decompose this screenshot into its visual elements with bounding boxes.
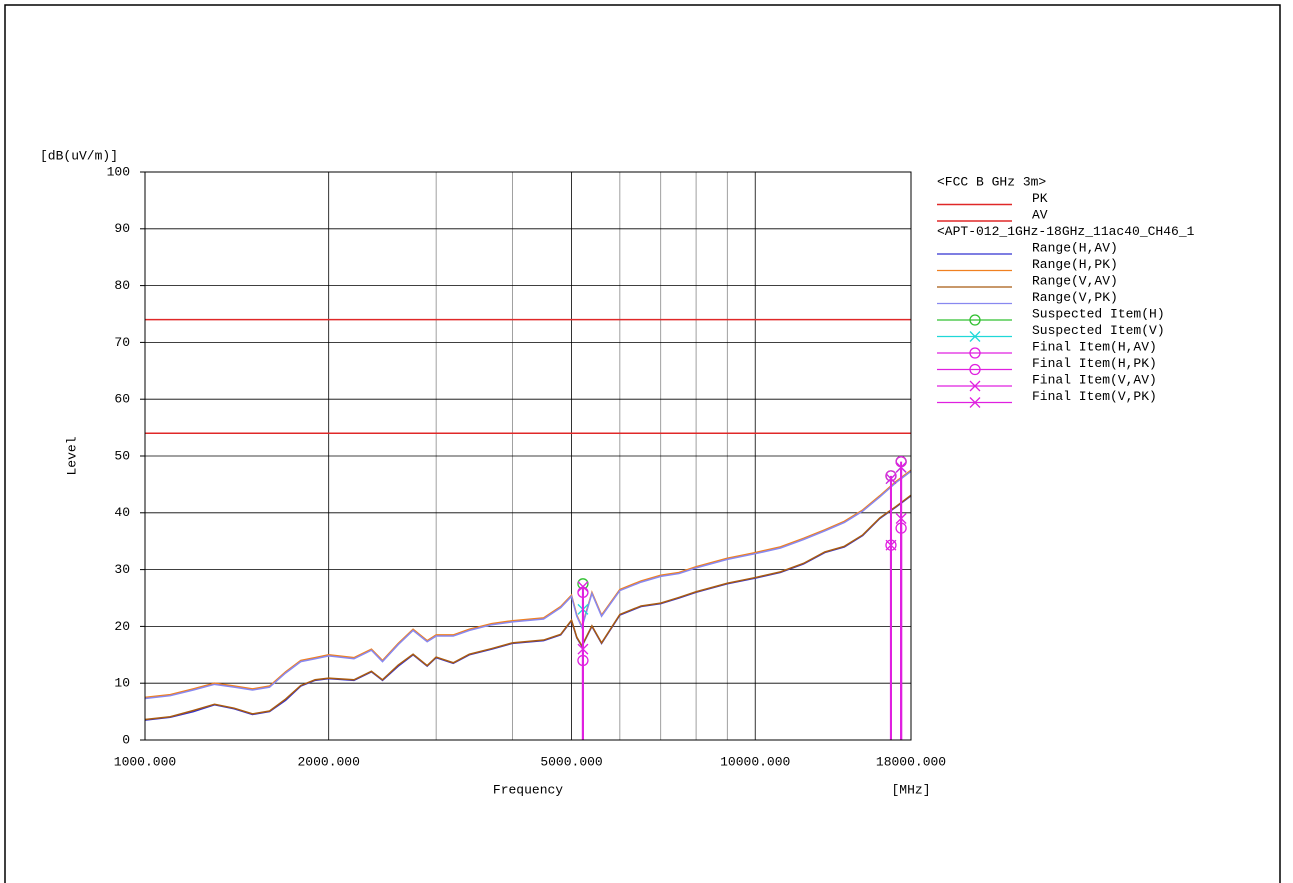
y-tick-label: 30	[114, 562, 130, 577]
range-trace	[144, 495, 912, 721]
legend-label: PK	[1032, 191, 1048, 206]
x-axis-label: Frequency	[493, 782, 563, 797]
y-tick-label: 60	[114, 392, 130, 407]
legend-symbol	[969, 331, 981, 342]
x-tick-label: 1000.000	[114, 754, 176, 769]
plot-border	[144, 171, 912, 741]
legend-label: Suspected Item(H)	[1032, 306, 1165, 321]
legend-label: Final Item(V,AV)	[1032, 372, 1157, 387]
legend-label: Range(H,AV)	[1032, 240, 1118, 255]
legend-group: <APT-012_1GHz-18GHz_11ac40_CH46_1	[937, 224, 1195, 239]
legend-label: Final Item(H,PK)	[1032, 356, 1157, 371]
legend-label: Range(V,PK)	[1032, 290, 1118, 305]
legend-group: <FCC B GHz 3m>	[937, 174, 1046, 189]
x-unit: [MHz]	[891, 782, 930, 797]
legend-symbol	[969, 363, 981, 376]
legend-label: Range(H,PK)	[1032, 257, 1118, 272]
legend-symbol	[969, 347, 981, 359]
legend-label: AV	[1032, 207, 1048, 222]
legend-label: Suspected Item(V)	[1032, 323, 1165, 338]
y-axis-label: Level	[64, 436, 79, 475]
y-tick-label: 90	[114, 221, 130, 236]
x-tick-label: 18000.000	[876, 754, 946, 769]
legend-label: Range(V,AV)	[1032, 273, 1118, 288]
y-tick-label: 70	[114, 335, 130, 350]
y-unit: [dB(uV/m)]	[40, 148, 118, 163]
legend-symbol	[969, 380, 981, 392]
legend-symbol	[969, 314, 981, 326]
y-tick-label: 100	[107, 164, 130, 179]
marker	[895, 461, 907, 473]
x-tick-label: 2000.000	[297, 754, 359, 769]
y-tick-label: 80	[114, 278, 130, 293]
y-tick-label: 50	[114, 448, 130, 463]
range-trace	[144, 470, 912, 700]
y-tick-label: 20	[114, 619, 130, 634]
x-tick-label: 10000.000	[720, 754, 790, 769]
range-trace	[144, 494, 912, 721]
legend-label: Final Item(V,PK)	[1032, 389, 1157, 404]
marker	[885, 473, 897, 485]
legend-symbol	[969, 397, 981, 408]
legend-label: Final Item(H,AV)	[1032, 339, 1157, 354]
y-tick-label: 0	[122, 732, 130, 747]
marker	[577, 581, 589, 593]
y-tick-label: 40	[114, 505, 130, 520]
frame	[4, 4, 1281, 883]
range-trace	[144, 469, 912, 699]
y-tick-label: 10	[114, 676, 130, 691]
x-tick-label: 5000.000	[540, 754, 602, 769]
